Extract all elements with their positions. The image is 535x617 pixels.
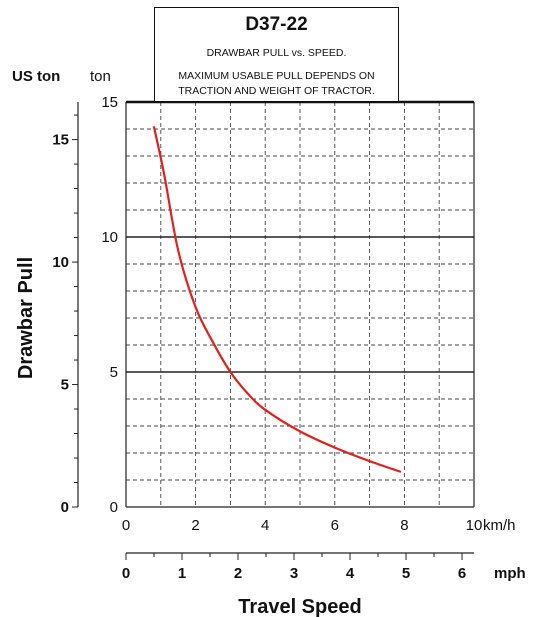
tick-label-mph: 5 <box>402 565 410 582</box>
chart-note-line-1: MAXIMUM USABLE PULL DEPENDS ON <box>178 70 375 82</box>
x-unit-mph-label: mph <box>494 565 526 582</box>
tick-label-mph: 0 <box>122 565 130 582</box>
tick-label-kmh: 8 <box>400 517 408 534</box>
plot-frame <box>125 100 475 508</box>
tick-label-ton: 0 <box>110 499 118 516</box>
y-unit-uston-label: US ton <box>12 68 60 85</box>
chart-subtitle: DRAWBAR PULL vs. SPEED. <box>206 47 347 59</box>
tick-label-mph: 6 <box>458 565 466 582</box>
tick-label-mph: 2 <box>234 565 242 582</box>
tick-label-kmh: 2 <box>191 517 199 534</box>
grid <box>126 102 474 507</box>
x-axis-title: Travel Speed <box>238 596 361 617</box>
tick-label-uston: 5 <box>61 377 69 394</box>
tick-label-uston: 10 <box>52 254 69 271</box>
tick-label-ton: 15 <box>101 94 118 111</box>
chart-note: MAXIMUM USABLE PULL DEPENDS ON TRACTION … <box>155 69 398 99</box>
chart-title: D37-22 <box>245 14 308 35</box>
chart-note-line-2: TRACTION AND WEIGHT OF TRACTOR. <box>178 85 375 97</box>
tick-label-ton: 10 <box>101 229 118 246</box>
tick-label-mph: 4 <box>346 565 355 582</box>
series-curves <box>152 126 402 473</box>
tick-label-kmh: 0 <box>122 517 130 534</box>
series-line <box>152 126 402 473</box>
tick-label-mph: 3 <box>290 565 298 582</box>
tick-label-uston: 15 <box>52 132 69 149</box>
axes <box>72 102 474 560</box>
tick-label-ton: 5 <box>110 364 118 381</box>
tick-label-kmh: 10 <box>466 517 483 534</box>
tick-labels: 0 5 10 15 0 5 10 15 0 2 4 6 8 10 0 1 2 3 4 5 6 <box>52 94 482 582</box>
tick-label-mph: 1 <box>178 565 186 582</box>
x-unit-kmh-label: km/h <box>483 517 516 534</box>
chart-title-box: D37-22 DRAWBAR PULL vs. SPEED. MAXIMUM U… <box>154 7 399 102</box>
tick-label-kmh: 4 <box>261 517 269 534</box>
tick-label-uston: 0 <box>61 499 69 516</box>
y-axis-title: Drawbar Pull <box>15 257 37 379</box>
tick-label-kmh: 6 <box>331 517 339 534</box>
y-unit-ton-label: ton <box>90 68 111 85</box>
